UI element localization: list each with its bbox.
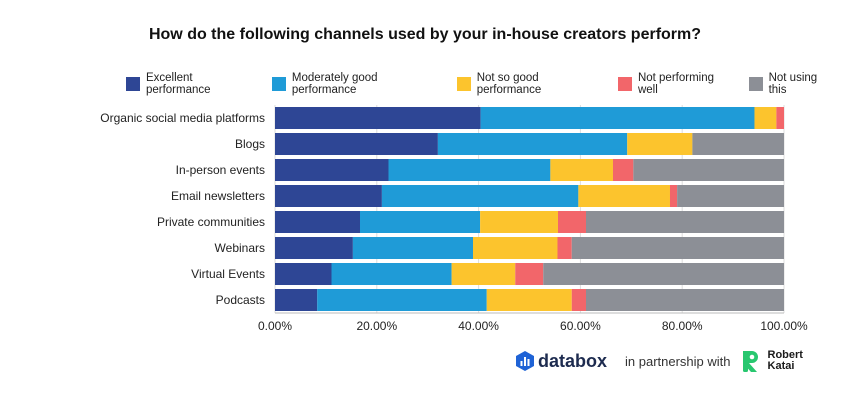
footer-branding: databox in partnership with Robert Katai xyxy=(516,346,803,376)
x-tick-label: 60.00% xyxy=(560,319,601,333)
category-label: Organic social media platforms xyxy=(100,111,265,125)
databox-wordmark: databox xyxy=(538,350,608,371)
bar-segment xyxy=(543,263,784,285)
category-label: In-person events xyxy=(176,163,265,177)
bar-segment xyxy=(578,185,670,207)
robert-katai-line1: Robert xyxy=(767,349,803,361)
bar-segment xyxy=(388,159,551,181)
bar-segment xyxy=(558,211,586,233)
legend-item-not-performing[interactable]: Not performing well xyxy=(617,72,737,96)
category-label: Podcasts xyxy=(216,293,265,307)
bar-segment xyxy=(275,237,353,259)
legend-item-not-so-good[interactable]: Not so good performance xyxy=(456,72,606,96)
bar-segment xyxy=(480,107,755,129)
legend: Excellent performance Moderately good pe… xyxy=(126,72,850,96)
bar-segment xyxy=(550,159,613,181)
databox-logo[interactable]: databox xyxy=(516,351,607,372)
bar-segment xyxy=(480,211,559,233)
bar-segment xyxy=(571,289,586,311)
bar-segment xyxy=(275,289,318,311)
x-tick-label: 40.00% xyxy=(458,319,499,333)
legend-label-not-using: Not using this xyxy=(768,72,818,96)
bar-segment xyxy=(275,159,389,181)
bar-segment xyxy=(627,133,693,155)
category-label: Email newsletters xyxy=(171,189,265,203)
bar-segment xyxy=(571,237,784,259)
bar-segment xyxy=(585,211,784,233)
legend-label-moderately-good: Moderately good performance xyxy=(291,72,378,96)
bar-segment xyxy=(317,289,487,311)
bar-segment xyxy=(437,133,628,155)
robert-katai-line2: Katai xyxy=(767,360,795,372)
legend-swatch-not-performing xyxy=(617,77,632,91)
bar-segment xyxy=(515,263,544,285)
category-label: Virtual Events xyxy=(191,267,265,281)
bar-segment xyxy=(275,185,382,207)
legend-swatch-not-using xyxy=(748,77,763,91)
legend-item-moderately-good[interactable]: Moderately good performance xyxy=(271,72,445,96)
robert-katai-logo[interactable]: Robert Katai xyxy=(741,349,803,373)
bar-segment xyxy=(275,211,361,233)
legend-swatch-moderately-good xyxy=(271,77,286,91)
legend-swatch-excellent xyxy=(126,77,140,91)
x-tick-label: 100.00% xyxy=(760,319,808,333)
partnership-text: in partnership with xyxy=(625,353,731,369)
bar-segment xyxy=(669,185,678,207)
x-tick-label: 80.00% xyxy=(662,319,703,333)
bar-segment xyxy=(331,263,452,285)
bar-segment xyxy=(275,107,481,129)
x-tick-label: 20.00% xyxy=(356,319,397,333)
category-label: Webinars xyxy=(215,241,265,255)
bar-segment xyxy=(451,263,516,285)
bar-segment xyxy=(692,133,784,155)
bar-segment xyxy=(677,185,784,207)
legend-item-not-using[interactable]: Not using this xyxy=(748,72,838,96)
robert-katai-icon xyxy=(742,351,758,372)
bar-segment xyxy=(633,159,784,181)
bar-segment xyxy=(275,263,332,285)
legend-item-excellent[interactable]: Excellent performance xyxy=(126,72,260,96)
legend-label-not-so-good: Not so good performance xyxy=(476,72,542,96)
bar-segment xyxy=(473,237,558,259)
bar-segment xyxy=(381,185,579,207)
bar-segment xyxy=(275,133,438,155)
category-label: Blogs xyxy=(235,137,265,151)
robert-katai-wordmark: Robert Katai xyxy=(768,350,803,372)
chart-title: How do the following channels used by yo… xyxy=(148,26,702,43)
bar-segment xyxy=(557,237,572,259)
legend-label-not-performing: Not performing well xyxy=(637,72,714,96)
x-tick-label: 0.00% xyxy=(258,319,292,333)
bar-segment xyxy=(486,289,572,311)
bar-segment xyxy=(585,289,784,311)
bar-segment xyxy=(360,211,481,233)
bar-segment xyxy=(612,159,634,181)
legend-label-excellent: Excellent performance xyxy=(145,72,211,96)
bar-segment xyxy=(754,107,777,129)
bar-segment xyxy=(776,107,784,129)
legend-swatch-not-so-good xyxy=(456,77,471,91)
category-label: Private communities xyxy=(157,215,265,229)
bar-segment xyxy=(352,237,474,259)
databox-icon xyxy=(516,351,534,371)
